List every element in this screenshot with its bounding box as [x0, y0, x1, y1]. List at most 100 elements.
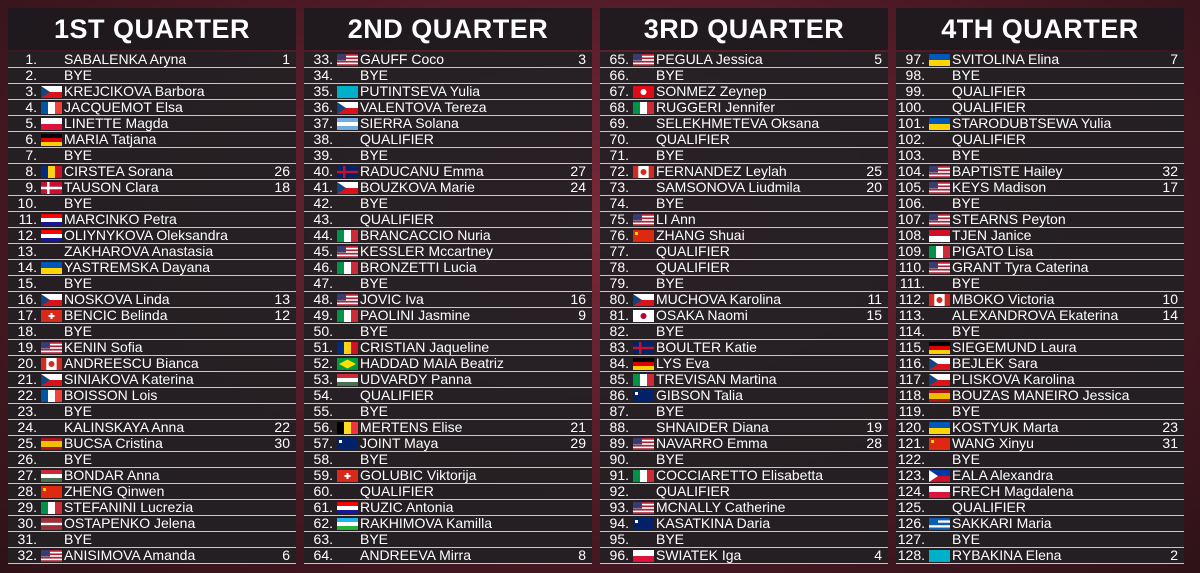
- draw-row: 46. BRONZETTI Lucia: [304, 260, 592, 276]
- draw-position: 18.: [17, 323, 37, 339]
- draw-position: 124.: [897, 483, 925, 499]
- player-name: QUALIFIER: [360, 387, 434, 403]
- draw-position: 89.: [609, 435, 629, 451]
- player-name: BYE: [360, 531, 389, 547]
- draw-row: 98. BYE: [896, 68, 1184, 84]
- draw-row: 45. KESSLER Mccartney: [304, 244, 592, 260]
- draw-position: 61.: [313, 499, 333, 515]
- flag-icon: [633, 518, 654, 530]
- player-name: QUALIFIER: [656, 243, 730, 259]
- draw-position: 55.: [313, 403, 333, 419]
- draw-position: 48.: [313, 291, 333, 307]
- draw-position: 13.: [17, 243, 37, 259]
- draw-row: 60. QUALIFIER: [304, 484, 592, 500]
- player-name: KESSLER Mccartney: [360, 243, 494, 259]
- draw-position: 57.: [313, 435, 333, 451]
- player-name: SVITOLINA Elina: [952, 51, 1060, 67]
- player-name: BYE: [360, 67, 389, 83]
- player-name: BYE: [952, 451, 981, 467]
- draw-row: 93. MCNALLY Catherine: [600, 500, 888, 516]
- player-name: BYE: [656, 195, 685, 211]
- draw-position: 127.: [897, 531, 925, 547]
- draw-row: 20. ANDREESCU Bianca: [8, 356, 296, 372]
- draw-row: 100. QUALIFIER: [896, 100, 1184, 116]
- draw-row: 74. BYE: [600, 196, 888, 212]
- flag-icon: [41, 310, 62, 322]
- player-name: NAVARRO Emma: [656, 435, 768, 451]
- draw-position: 45.: [313, 243, 333, 259]
- draw-position: 114.: [898, 323, 925, 339]
- seed-number: 23: [1162, 419, 1178, 435]
- draw-position: 75.: [609, 211, 629, 227]
- player-name: QUALIFIER: [360, 483, 434, 499]
- player-name: BUCSA Cristina: [64, 435, 163, 451]
- player-name: BRANCACCIO Nuria: [360, 227, 491, 243]
- seed-number: 25: [866, 163, 882, 179]
- draw-row: 49. PAOLINI Jasmine 9: [304, 308, 592, 324]
- player-name: BYE: [952, 275, 981, 291]
- draw-list: 1. SABALENKA Aryna 1 2. BYE 3. KREJCIKOVA Barb…: [8, 52, 296, 564]
- draw-row: 72. FERNANDEZ Leylah 25: [600, 164, 888, 180]
- flag-icon: [41, 438, 62, 450]
- player-name: ZAKHAROVA Anastasia: [64, 243, 214, 259]
- player-name: JOINT Maya: [360, 435, 439, 451]
- player-name: GAUFF Coco: [360, 51, 445, 67]
- flag-icon: [337, 374, 358, 386]
- draw-position: 113.: [898, 307, 925, 323]
- draw-row: 73. SAMSONOVA Liudmila 20: [600, 180, 888, 196]
- flag-icon: [337, 166, 358, 178]
- draw-position: 1.: [25, 51, 37, 67]
- draw-row: 15. BYE: [8, 276, 296, 292]
- draw-position: 29.: [17, 499, 37, 515]
- draw-row: 64. ANDREEVA Mirra 8: [304, 548, 592, 564]
- flag-icon: [929, 518, 950, 530]
- draw-row: 118. BOUZAS MANEIRO Jessica: [896, 388, 1184, 404]
- player-name: ZHANG Shuai: [656, 227, 745, 243]
- draw-row: 61. RUZIC Antonia: [304, 500, 592, 516]
- draw-row: 128. RYBAKINA Elena 2: [896, 548, 1184, 564]
- player-name: PIGATO Lisa: [952, 243, 1034, 259]
- draw-position: 41.: [313, 179, 333, 195]
- draw-position: 69.: [609, 115, 629, 131]
- player-name: KASATKINA Daria: [656, 515, 771, 531]
- draw-row: 21. SINIAKOVA Katerina: [8, 372, 296, 388]
- draw-position: 54.: [313, 387, 333, 403]
- draw-row: 125. QUALIFIER: [896, 500, 1184, 516]
- player-name: QUALIFIER: [952, 83, 1026, 99]
- draw-row: 16. NOSKOVA Linda 13: [8, 292, 296, 308]
- draw-row: 126. SAKKARI Maria: [896, 516, 1184, 532]
- seed-number: 20: [866, 179, 882, 195]
- draw-position: 73.: [609, 179, 629, 195]
- player-name: BYE: [360, 403, 389, 419]
- flag-icon: [337, 294, 358, 306]
- flag-icon: [929, 470, 950, 482]
- flag-icon: [337, 358, 358, 370]
- seed-number: 8: [578, 547, 586, 563]
- draw-position: 38.: [313, 131, 333, 147]
- draw-position: 34.: [313, 67, 333, 83]
- player-name: BYE: [952, 323, 981, 339]
- draw-position: 9.: [25, 179, 37, 195]
- player-name: SELEKHMETEVA Oksana: [656, 115, 820, 131]
- seed-number: 5: [874, 51, 882, 67]
- player-name: BYE: [64, 531, 93, 547]
- draw-position: 103.: [897, 147, 925, 163]
- player-name: FERNANDEZ Leylah: [656, 163, 787, 179]
- draw-row: 97. SVITOLINA Elina 7: [896, 52, 1184, 68]
- draw-row: 123. EALA Alexandra: [896, 468, 1184, 484]
- draw-position: 100.: [897, 99, 925, 115]
- draw-position: 80.: [609, 291, 629, 307]
- seed-number: 11: [867, 291, 882, 307]
- player-name: VALENTOVA Tereza: [360, 99, 487, 115]
- draw-position: 112.: [898, 291, 925, 307]
- draw-row: 109. PIGATO Lisa: [896, 244, 1184, 260]
- draw-position: 21.: [17, 371, 37, 387]
- draw-row: 48. JOVIC Iva 16: [304, 292, 592, 308]
- draw-position: 3.: [25, 83, 37, 99]
- draw-position: 102.: [897, 131, 925, 147]
- draw-list: 97. SVITOLINA Elina 7 98. BYE 99. QUALIFIER 100…: [896, 52, 1184, 564]
- flag-icon: [633, 390, 654, 402]
- seed-number: 31: [1162, 435, 1178, 451]
- draw-position: 26.: [17, 451, 37, 467]
- draw-position: 106.: [897, 195, 925, 211]
